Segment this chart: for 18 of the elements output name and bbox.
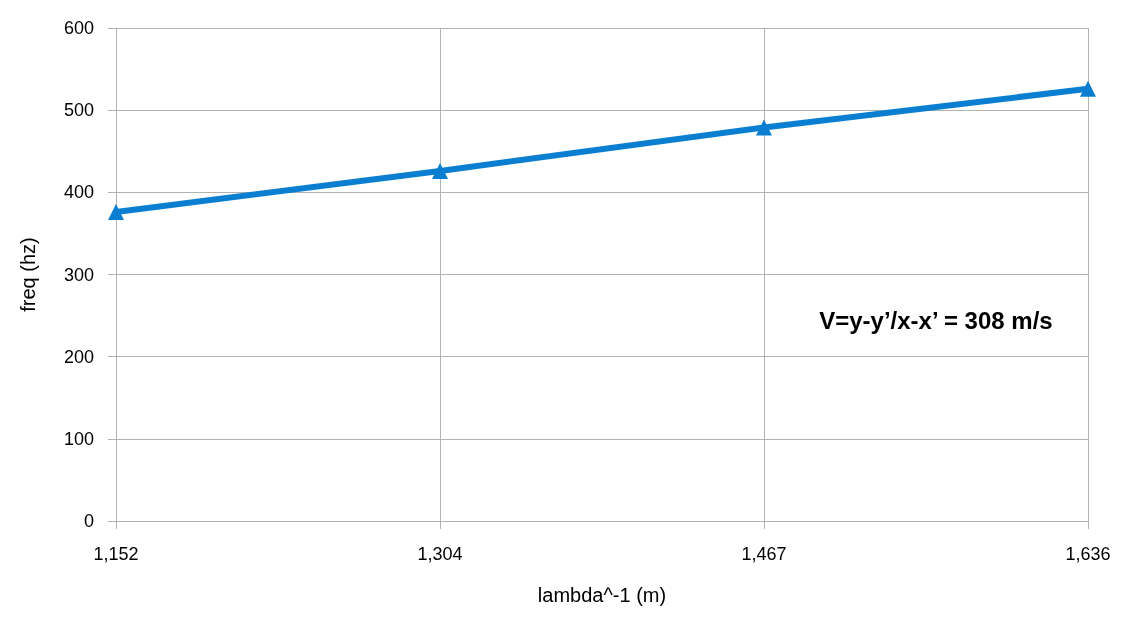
y-tick-label: 300 xyxy=(63,264,94,285)
x-tick-label: 1,304 xyxy=(417,544,463,564)
x-axis-title: lambda^-1 (m) xyxy=(537,584,667,606)
point xyxy=(756,119,772,136)
y-tick-label: 200 xyxy=(63,346,94,367)
x-tick-label: 1,636 xyxy=(1065,544,1111,564)
x-tick-label: 1,152 xyxy=(93,544,139,564)
x-tick-label: 1,467 xyxy=(741,544,787,564)
y-tick-label: 500 xyxy=(63,100,94,121)
point xyxy=(108,204,124,221)
y-tick-label: 600 xyxy=(63,18,94,38)
y-tick-label: 0 xyxy=(83,511,94,531)
y-tick-label: 100 xyxy=(63,428,94,449)
annotation: V=y-y’/x-x’ = 308 m/s xyxy=(819,306,1053,334)
point xyxy=(432,162,448,179)
y-tick-label: 400 xyxy=(63,182,94,203)
y-axis-title: freq (hz) xyxy=(17,237,39,312)
point xyxy=(1080,80,1096,97)
